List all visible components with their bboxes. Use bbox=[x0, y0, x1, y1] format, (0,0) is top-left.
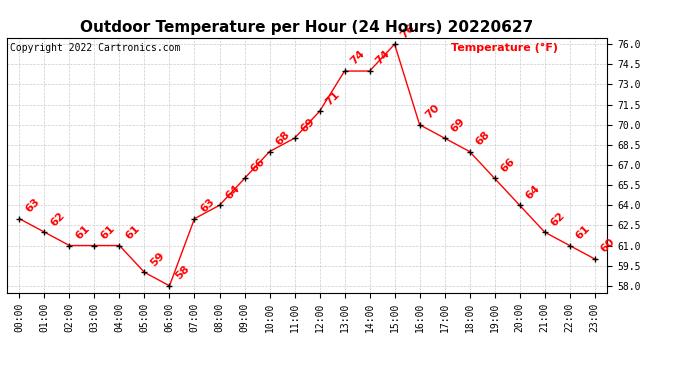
Text: 68: 68 bbox=[274, 129, 292, 147]
Text: 64: 64 bbox=[224, 183, 242, 201]
Text: 71: 71 bbox=[324, 89, 342, 107]
Text: 63: 63 bbox=[23, 196, 41, 214]
Text: 59: 59 bbox=[148, 250, 167, 268]
Text: Temperature (°F): Temperature (°F) bbox=[451, 43, 558, 52]
Text: 58: 58 bbox=[174, 264, 192, 282]
Text: 76: 76 bbox=[399, 22, 417, 40]
Text: 61: 61 bbox=[99, 223, 117, 242]
Text: 74: 74 bbox=[374, 49, 392, 67]
Text: Copyright 2022 Cartronics.com: Copyright 2022 Cartronics.com bbox=[10, 43, 180, 52]
Text: 62: 62 bbox=[549, 210, 567, 228]
Text: 61: 61 bbox=[574, 223, 592, 242]
Text: 61: 61 bbox=[124, 223, 141, 242]
Text: 69: 69 bbox=[299, 116, 317, 134]
Text: 61: 61 bbox=[74, 223, 92, 242]
Text: 66: 66 bbox=[248, 156, 267, 174]
Title: Outdoor Temperature per Hour (24 Hours) 20220627: Outdoor Temperature per Hour (24 Hours) … bbox=[81, 20, 533, 35]
Text: 70: 70 bbox=[424, 103, 442, 121]
Text: 60: 60 bbox=[599, 237, 617, 255]
Text: 68: 68 bbox=[474, 129, 492, 147]
Text: 74: 74 bbox=[348, 49, 367, 67]
Text: 69: 69 bbox=[448, 116, 467, 134]
Text: 64: 64 bbox=[524, 183, 542, 201]
Text: 66: 66 bbox=[499, 156, 517, 174]
Text: 63: 63 bbox=[199, 196, 217, 214]
Text: 62: 62 bbox=[48, 210, 67, 228]
